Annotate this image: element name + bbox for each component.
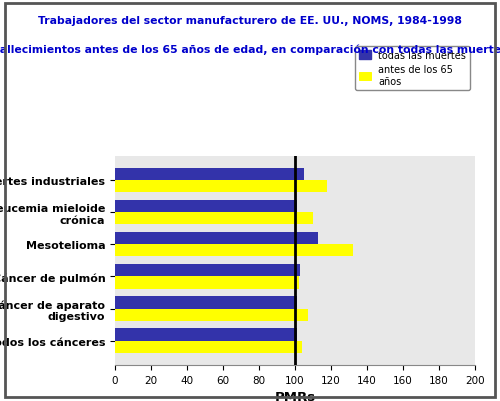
Text: Trabajadores del sector manufacturero de EE. UU., NOMS, 1984-1998: Trabajadores del sector manufacturero de… bbox=[38, 16, 462, 26]
Bar bbox=[115, 277, 298, 289]
Bar bbox=[115, 341, 302, 353]
Legend: todas las muertes, antes de los 65
años: todas las muertes, antes de los 65 años bbox=[355, 47, 470, 91]
Bar bbox=[115, 265, 300, 277]
Bar bbox=[115, 168, 304, 180]
Bar bbox=[115, 245, 352, 257]
Bar bbox=[115, 200, 297, 213]
Bar bbox=[115, 180, 328, 192]
Text: Fallecimientos antes de los 65 años de edad, en comparación con todas las muerte: Fallecimientos antes de los 65 años de e… bbox=[0, 44, 500, 55]
X-axis label: PMRs: PMRs bbox=[274, 390, 316, 401]
Bar bbox=[115, 233, 318, 245]
Bar bbox=[115, 213, 313, 225]
Bar bbox=[115, 297, 297, 309]
Bar bbox=[115, 309, 308, 321]
Bar bbox=[115, 329, 297, 341]
